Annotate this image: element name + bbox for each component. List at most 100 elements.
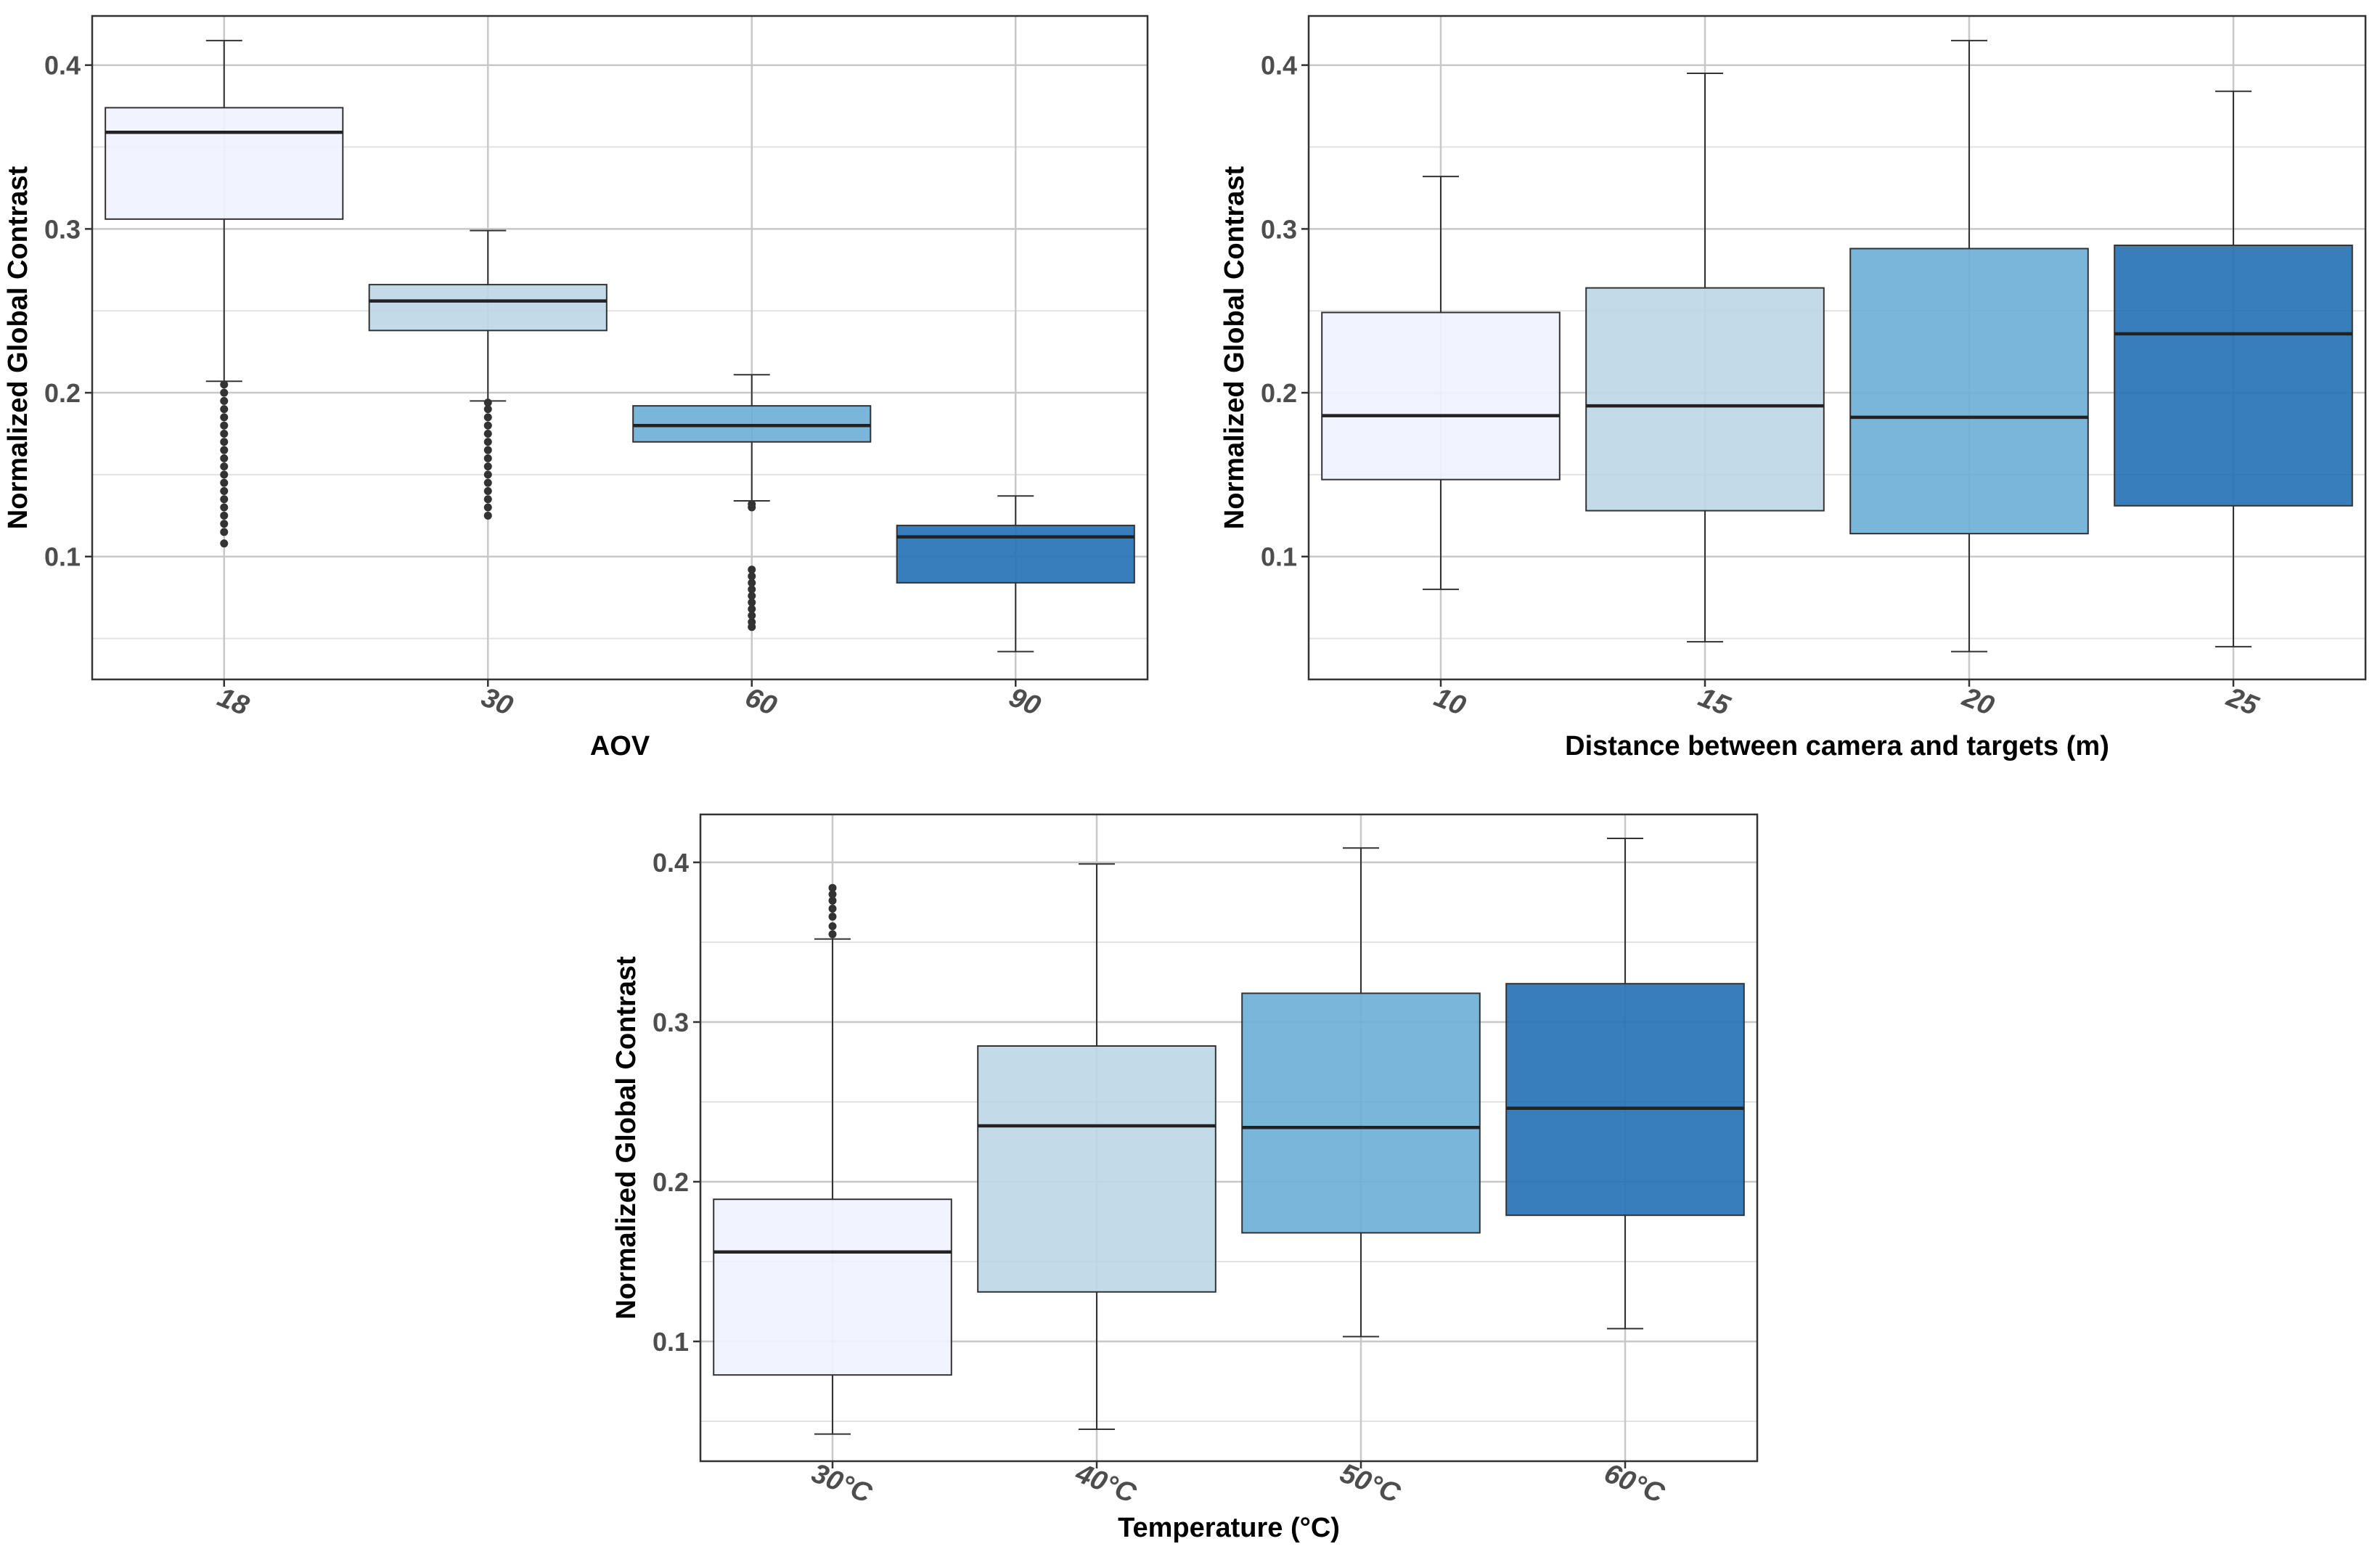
outlier-point (748, 611, 756, 620)
y-tick-label: 0.3 (653, 1008, 689, 1037)
outlier-point (220, 495, 229, 504)
outlier-point (828, 930, 837, 939)
box-iqr (1321, 311, 1561, 481)
outlier-point (748, 592, 756, 600)
box-iqr (1585, 287, 1825, 512)
outlier-point (483, 503, 492, 512)
outlier-point (483, 405, 492, 414)
box-15 (1585, 72, 1825, 643)
y-tick-label: 0.2 (44, 378, 81, 408)
y-tick-label: 0.3 (44, 214, 81, 244)
box-iqr (368, 284, 608, 332)
y-tick-label: 0.1 (1261, 542, 1297, 572)
outlier-point (220, 503, 229, 512)
outlier-point (828, 890, 837, 899)
outlier-point (220, 413, 229, 422)
y-tick-label: 0.4 (1261, 51, 1297, 81)
outlier-point (220, 478, 229, 487)
outlier-point (220, 446, 229, 454)
outlier-point (483, 454, 492, 462)
box-iqr (1849, 248, 2089, 535)
outlier-point (483, 413, 492, 422)
outlier-point (483, 511, 492, 520)
outlier-point (220, 396, 229, 405)
x-axis-title: Distance between camera and targets (m) (1565, 731, 2109, 761)
outlier-point (748, 605, 756, 613)
box-25 (2114, 90, 2353, 647)
x-tick-label: 25 (2222, 682, 2263, 722)
box-iqr (1505, 983, 1745, 1217)
outlier-point (220, 470, 229, 479)
box-10 (1321, 176, 1561, 590)
box-50°C (1241, 847, 1481, 1338)
box-iqr (2114, 244, 2353, 507)
x-tick-label: 50°C (1336, 1458, 1404, 1509)
outlier-point (828, 896, 837, 905)
outlier-point (483, 429, 492, 438)
outlier-point (220, 511, 229, 520)
outlier-point (220, 486, 229, 495)
box-60 (632, 374, 872, 632)
outlier-point (828, 912, 837, 921)
outlier-point (748, 585, 756, 594)
y-tick-label: 0.1 (653, 1327, 689, 1357)
box-40°C (977, 863, 1216, 1430)
outlier-point (748, 503, 756, 512)
box-iqr (105, 107, 344, 220)
y-tick-label: 0.2 (653, 1167, 689, 1197)
outlier-point (220, 454, 229, 462)
x-tick-label: 90 (1005, 682, 1044, 722)
x-axis-title: AOV (590, 731, 650, 761)
box-30°C (713, 883, 952, 1435)
outlier-point (220, 438, 229, 446)
y-tick-label: 0.2 (1261, 378, 1297, 408)
box-iqr (632, 405, 872, 443)
panel-border (1307, 15, 2367, 681)
outlier-point (220, 520, 229, 528)
outlier-point (748, 598, 756, 607)
outlier-point (483, 486, 492, 495)
outlier-point (483, 495, 492, 504)
y-axis-title: Normalized Global Contrast (1219, 166, 1250, 529)
panel-border (699, 813, 1759, 1463)
box-30 (368, 229, 608, 520)
x-tick-label: 10 (1430, 682, 1470, 722)
outlier-point (483, 446, 492, 454)
box-18 (105, 39, 344, 548)
outlier-point (220, 405, 229, 414)
box-iqr (1241, 992, 1481, 1234)
outlier-point (483, 421, 492, 430)
outlier-point (483, 478, 492, 487)
outlier-point (748, 623, 756, 632)
box-20 (1849, 39, 2089, 653)
x-tick-label: 15 (1694, 682, 1735, 722)
outlier-point (220, 380, 229, 389)
y-tick-label: 0.1 (44, 542, 81, 572)
box-iqr (713, 1198, 952, 1376)
outlier-point (220, 429, 229, 438)
outlier-point (748, 572, 756, 581)
x-tick-label: 60°C (1600, 1458, 1669, 1509)
y-tick-label: 0.4 (44, 51, 81, 81)
outlier-point (748, 579, 756, 587)
chart-panel-2: 0.1 0.2 0.3 0.4 10 15 20 25 Distance between cam… (1219, 15, 2367, 761)
outlier-point (828, 883, 837, 892)
y-tick-label: 0.3 (1261, 214, 1297, 244)
box-iqr (896, 524, 1135, 584)
chart-panel-1: 0.1 0.2 0.3 0.4 18 30 60 90 AOV Normalized Global… (3, 15, 1149, 761)
outlier-point (748, 565, 756, 574)
x-tick-label: 18 (213, 682, 254, 722)
outlier-point (220, 528, 229, 536)
outlier-point (483, 399, 492, 407)
panel-border (91, 15, 1149, 681)
outlier-point (220, 462, 229, 471)
y-axis-title: Normalized Global Contrast (611, 956, 642, 1320)
x-tick-label: 40°C (1071, 1458, 1140, 1509)
box-90 (896, 495, 1135, 653)
outlier-point (220, 539, 229, 548)
outlier-point (220, 388, 229, 397)
chart-panel-3: 0.1 0.2 0.3 0.4 30°C 40°C 50°C 60°C Temperature … (611, 813, 1759, 1543)
outlier-point (220, 421, 229, 430)
x-tick-label: 20 (1958, 682, 1998, 722)
